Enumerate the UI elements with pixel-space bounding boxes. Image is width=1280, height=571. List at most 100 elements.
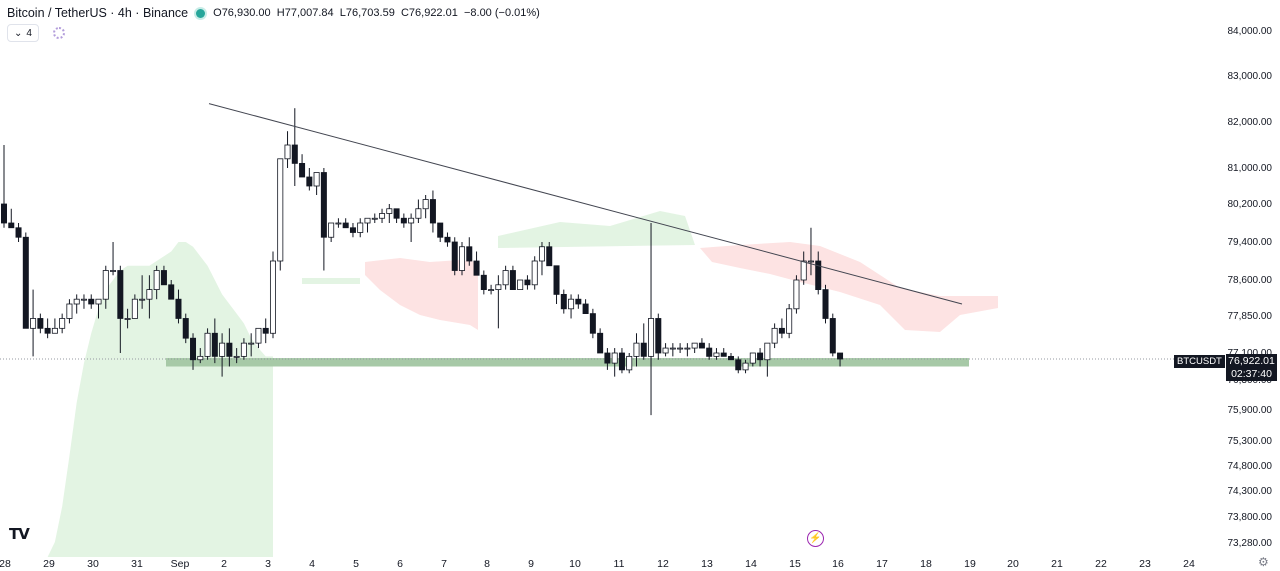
cloud-red-2: [700, 242, 998, 332]
candle-body: [655, 318, 662, 354]
candle-body: [269, 260, 276, 334]
candle-body: [379, 213, 386, 219]
x-axis-tick-label: 24: [1183, 558, 1195, 570]
x-axis-tick-label: 7: [441, 558, 447, 570]
y-axis-tick-label: 79,400.00: [1228, 237, 1273, 248]
chevron-down-icon: ⌄: [14, 27, 23, 39]
candle-body: [255, 327, 262, 344]
candle-body: [219, 342, 226, 357]
candle-body: [480, 274, 487, 291]
candle-body: [531, 260, 538, 286]
high-label: H: [276, 7, 285, 19]
candle-body: [364, 217, 371, 224]
symbol-title[interactable]: Bitcoin / TetherUS · 4h · Binance: [7, 6, 189, 20]
indicator-toolbar: ⌄ 4: [7, 24, 65, 42]
candle-body: [95, 298, 102, 305]
close-value: 76,922.01: [408, 7, 458, 19]
candle-body: [190, 337, 197, 361]
x-axis-tick-label: 22: [1095, 558, 1107, 570]
candle-body: [538, 246, 545, 262]
candle-body: [597, 332, 604, 354]
current-price-label: 76,922.01 02:37:40: [1226, 354, 1277, 381]
candle-body: [837, 352, 844, 360]
candle-body: [328, 222, 335, 238]
bar-countdown: 02:37:40: [1231, 368, 1272, 380]
candle-body: [618, 352, 625, 371]
x-axis-tick-label: 31: [131, 558, 143, 570]
loading-spinner-icon: [52, 27, 65, 39]
x-axis-tick-label: 18: [920, 558, 932, 570]
candle-body: [204, 332, 211, 357]
x-axis-tick-label: 21: [1051, 558, 1063, 570]
candle-body: [240, 342, 247, 357]
candle-body: [0, 203, 7, 224]
candle-body: [684, 347, 691, 350]
support-zone: [166, 358, 969, 367]
tradingview-logo[interactable]: TV: [9, 525, 30, 543]
current-price-value: 76,922.01: [1228, 355, 1275, 367]
candle-body: [277, 158, 284, 262]
low-label: L: [339, 7, 346, 19]
candle-body: [44, 327, 51, 334]
candle-body: [400, 217, 407, 224]
candle-body: [102, 270, 109, 300]
candle-body: [466, 246, 473, 262]
candle-body: [517, 279, 524, 291]
y-axis-tick-label: 74,300.00: [1228, 486, 1273, 497]
y-axis-tick-label: 83,000.00: [1228, 71, 1273, 82]
candle-body: [160, 270, 167, 286]
x-axis-tick-label: 11: [614, 558, 625, 570]
candle-body: [335, 222, 342, 225]
x-axis-tick-label: 15: [789, 558, 801, 570]
candle-body: [73, 298, 80, 305]
x-axis-tick-label: 28: [0, 558, 11, 570]
low-value: 76,703.59: [345, 7, 395, 19]
candle-body: [589, 313, 596, 334]
candle-body: [211, 332, 218, 357]
candle-body: [197, 355, 204, 361]
indicators-toggle-button[interactable]: ⌄ 4: [7, 24, 39, 42]
candle-body: [299, 162, 306, 178]
lightning-icon[interactable]: ⚡: [807, 530, 824, 547]
candle-body: [662, 347, 669, 354]
candle-body: [757, 352, 764, 361]
change-value: −8.00 (−0.01%): [463, 7, 540, 19]
candle-body: [720, 352, 727, 357]
candle-body: [706, 347, 713, 357]
cloud-green-left: [4, 242, 273, 557]
candle-body: [488, 289, 495, 292]
candle-body: [117, 270, 124, 319]
candle-body: [778, 327, 785, 334]
candle-body: [66, 303, 73, 319]
candle-body: [262, 327, 269, 334]
x-axis-tick-label: 20: [1007, 558, 1019, 570]
x-axis-tick-label: 16: [832, 558, 844, 570]
y-axis-tick-label: 73,800.00: [1228, 512, 1273, 523]
y-axis-tick-label: 74,800.00: [1228, 461, 1273, 472]
candle-body: [560, 293, 567, 310]
candle-body: [37, 318, 44, 329]
y-axis-tick-label: 78,600.00: [1228, 275, 1273, 286]
candle-body: [749, 352, 756, 364]
y-axis-tick-label: 80,200.00: [1228, 199, 1273, 210]
gear-icon[interactable]: ⚙: [1258, 555, 1269, 569]
cloud-green-mid: [302, 278, 360, 284]
candle-body: [764, 342, 771, 361]
candle-body: [139, 298, 146, 301]
candle-body: [146, 289, 153, 300]
x-axis-tick-label: 2: [221, 558, 227, 570]
candle-body: [451, 241, 458, 271]
x-axis-tick-label: 4: [309, 558, 315, 570]
candle-body: [291, 144, 298, 164]
candle-body: [444, 236, 451, 243]
x-axis-tick-label: Sep: [171, 558, 190, 570]
candle-body: [633, 342, 640, 357]
candle-body: [713, 352, 720, 357]
candle-body: [691, 342, 698, 349]
candle-body: [786, 308, 793, 334]
candle-body: [80, 298, 87, 301]
candle-body: [30, 318, 37, 329]
ohlc-readout: O76,930.00 H77,007.84 L76,703.59 C76,922…: [213, 7, 540, 19]
open-value: 76,930.00: [221, 7, 271, 19]
